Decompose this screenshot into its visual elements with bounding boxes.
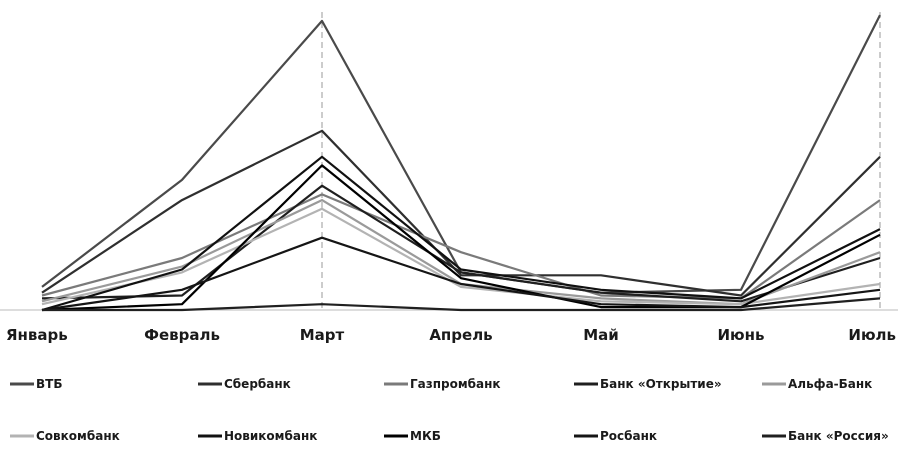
series-line-9 (42, 297, 881, 312)
x-tick-label: Июнь (718, 326, 765, 344)
legend-label-9: Банк «Россия» (788, 429, 889, 443)
legend-label-1: Сбербанк (224, 377, 291, 391)
legend-label-3: Банк «Открытие» (600, 377, 722, 391)
series-line-8 (41, 236, 881, 312)
series-line-6 (41, 155, 881, 312)
series-line-1 (41, 129, 881, 297)
x-tick-label: Февраль (144, 326, 220, 344)
legend-label-5: Совкомбанк (36, 429, 120, 443)
legend: ВТБ Сбербанк Газпромбанк Банк «Открытие» Аль… (10, 377, 889, 443)
x-tick-label: Май (583, 326, 619, 344)
x-tick-label: Январь (6, 326, 68, 344)
x-tick-label: Апрель (429, 326, 492, 344)
series-lines (41, 14, 881, 312)
legend-label-6: Новикомбанк (224, 429, 317, 443)
x-tick-label: Июль (848, 326, 896, 344)
legend-label-0: ВТБ (36, 377, 62, 391)
series-line-5 (41, 207, 881, 306)
legend-label-2: Газпромбанк (410, 377, 501, 391)
x-axis-tick-labels: Январь Февраль Март Апрель Май Июнь Июль (6, 326, 896, 344)
x-tick-label: Март (300, 326, 345, 344)
legend-label-4: Альфа-Банк (788, 377, 872, 391)
series-line-3 (41, 184, 881, 303)
legend-label-7: МКБ (410, 429, 441, 443)
legend-label-8: Росбанк (600, 429, 657, 443)
